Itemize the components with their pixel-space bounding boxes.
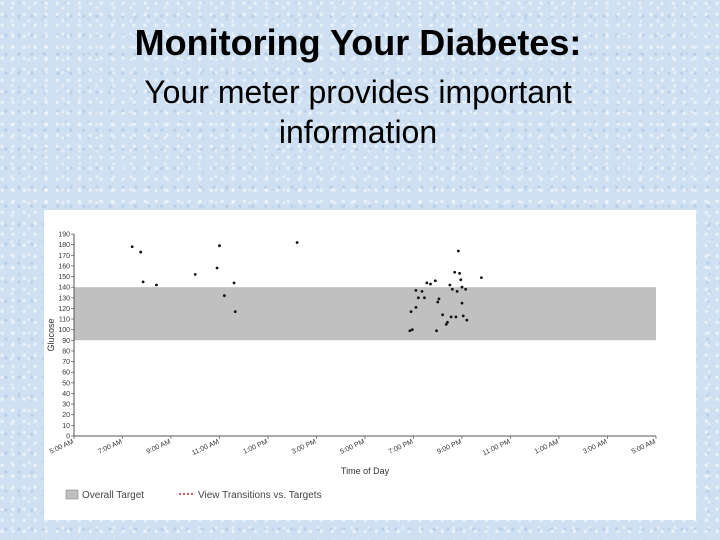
data-point <box>420 290 424 293</box>
x-tick-label: 1:00 PM <box>242 438 269 455</box>
y-tick-label: 90 <box>62 338 70 345</box>
data-point <box>456 249 460 253</box>
data-point <box>446 320 449 324</box>
data-point <box>409 310 413 314</box>
y-tick-label: 30 <box>62 402 70 409</box>
legend-transition-dot <box>187 493 189 495</box>
data-point <box>437 297 441 301</box>
y-tick-label: 0 <box>66 434 70 441</box>
data-point <box>459 278 463 282</box>
data-point <box>233 310 237 314</box>
y-tick-label: 20 <box>62 412 70 419</box>
x-tick-label: 7:00 AM <box>97 438 123 455</box>
data-point <box>480 276 483 279</box>
y-tick-label: 130 <box>58 295 70 302</box>
y-tick-label: 70 <box>62 359 70 366</box>
data-point <box>454 315 458 319</box>
data-point <box>458 271 461 275</box>
y-tick-label: 80 <box>62 348 70 355</box>
data-point <box>436 300 440 304</box>
data-point <box>155 283 158 287</box>
data-point <box>295 241 299 244</box>
legend-target-swatch <box>65 489 79 500</box>
data-point <box>130 245 134 249</box>
y-tick-label: 50 <box>62 380 70 387</box>
x-tick-label: 9:00 PM <box>436 438 463 455</box>
data-point <box>141 280 145 284</box>
slide-subtitle: Your meter provides important informatio… <box>0 72 716 152</box>
data-point <box>461 314 465 318</box>
data-point <box>414 305 418 309</box>
legend-target-label: Overall Target <box>82 490 144 501</box>
data-point <box>139 250 143 254</box>
y-tick-label: 180 <box>58 242 70 249</box>
y-axis-title: Glucose <box>46 318 56 351</box>
y-tick-label: 160 <box>58 263 70 270</box>
data-point <box>232 281 236 285</box>
x-tick-label: 9:00 AM <box>146 438 172 455</box>
slide-title: Monitoring Your Diabetes: <box>134 22 582 63</box>
x-tick-label: 7:00 PM <box>388 438 415 455</box>
x-tick-label: 5:00 AM <box>631 438 657 455</box>
data-point <box>218 244 221 248</box>
y-tick-label: 110 <box>59 317 70 324</box>
y-tick-label: 100 <box>58 327 70 334</box>
data-point <box>414 288 418 292</box>
x-axis-title: Time of Day <box>341 466 390 476</box>
data-point <box>455 290 459 293</box>
y-tick-label: 40 <box>62 391 70 398</box>
y-tick-label: 10 <box>62 423 70 430</box>
subtitle-line-2: information <box>278 114 438 150</box>
data-point <box>193 273 197 276</box>
y-tick-label: 120 <box>58 306 70 313</box>
data-point <box>222 294 226 298</box>
data-point <box>423 296 426 300</box>
data-point <box>416 296 420 300</box>
data-point <box>444 322 448 326</box>
legend-transition-dot <box>191 493 193 495</box>
data-point <box>460 301 464 305</box>
data-point <box>410 328 414 332</box>
subtitle-line-1: Your meter provides important <box>144 74 572 110</box>
data-point <box>450 287 454 291</box>
y-tick-label: 190 <box>58 232 70 239</box>
x-tick-label: 1:00 AM <box>534 438 560 455</box>
x-tick-label: 3:00 AM <box>582 438 608 455</box>
chart-panel: 0 10 20 30 40 50 60 70 80 90 100 110 120 130 140 150 160… <box>44 210 696 520</box>
data-point <box>435 329 438 333</box>
x-tick-label: 3:00 PM <box>291 438 318 455</box>
y-tick-label: 150 <box>58 274 70 281</box>
data-point <box>429 282 432 286</box>
data-point <box>449 315 453 319</box>
y-tick-label: 170 <box>58 253 70 260</box>
y-tick-label: 60 <box>62 370 70 377</box>
data-point <box>408 329 412 333</box>
data-point <box>425 281 429 285</box>
data-point <box>460 285 464 289</box>
data-point <box>464 287 468 291</box>
data-point <box>453 270 457 274</box>
data-point <box>465 318 469 322</box>
x-tick-label: 11:00 AM <box>191 438 220 457</box>
data-point <box>441 313 444 317</box>
y-tick-label: 140 <box>58 285 70 292</box>
x-tick-label: 5:00 PM <box>339 438 366 455</box>
x-tick-label: 11:00 PM <box>482 438 512 457</box>
legend-transition-dot <box>179 493 181 495</box>
x-tick-label: 5:00 AM <box>49 438 75 455</box>
target-range-band <box>74 287 656 341</box>
legend-transition-dot <box>183 493 185 495</box>
glucose-scatter-chart: 0 10 20 30 40 50 60 70 80 90 100 110 120 130 140 150 160… <box>46 232 657 502</box>
data-point <box>448 283 452 287</box>
data-point <box>215 266 219 270</box>
data-point <box>433 279 437 283</box>
legend-transition-label: View Transitions vs. Targets <box>198 490 322 501</box>
